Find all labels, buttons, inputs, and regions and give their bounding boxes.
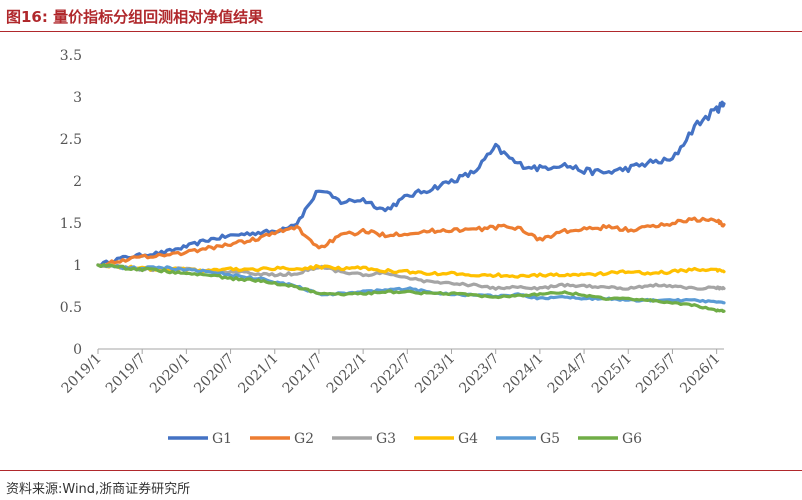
x-tick-label: 2025/7	[633, 351, 679, 397]
x-tick-label: 2024/7	[545, 351, 591, 397]
x-tick-label: 2021/7	[280, 351, 326, 397]
x-tick-label: 2022/7	[368, 351, 414, 397]
chart-legend: G1 G2 G3 G4 G5 G6	[168, 431, 642, 447]
x-tick-label: 2022/1	[324, 351, 370, 397]
x-tick-label: 2023/7	[456, 351, 502, 397]
legend-label-g5: G5	[540, 431, 560, 447]
legend-label-g1: G1	[212, 431, 232, 447]
x-tick-label: 2023/1	[412, 351, 458, 397]
chart-axes: 00.511.522.533.52019/12019/72020/12020/7…	[59, 48, 724, 397]
y-tick-label: 3.5	[60, 48, 82, 64]
x-tick-label: 2024/1	[501, 351, 547, 397]
title-divider	[0, 31, 802, 32]
series-line-g1	[96, 100, 726, 267]
series-line-g2	[96, 216, 726, 268]
x-tick-label: 2025/1	[589, 351, 635, 397]
net-value-line-chart: 00.511.522.533.52019/12019/72020/12020/7…	[59, 48, 726, 447]
y-tick-label: 2.5	[60, 132, 82, 148]
y-tick-label: 0.5	[60, 300, 82, 316]
y-tick-label: 1.5	[60, 216, 82, 232]
source-note: 资料来源:Wind,浙商证券研究所	[6, 482, 191, 497]
y-tick-label: 0	[73, 342, 82, 358]
x-tick-label: 2026/1	[677, 351, 723, 397]
legend-label-g2: G2	[294, 431, 314, 447]
x-tick-label: 2020/7	[191, 351, 237, 397]
x-tick-label: 2021/1	[235, 351, 281, 397]
legend-label-g6: G6	[622, 431, 642, 447]
y-tick-label: 2	[73, 174, 82, 190]
figure-title: 图16: 量价指标分组回测相对净值结果	[6, 8, 264, 26]
y-tick-label: 1	[73, 258, 82, 274]
y-tick-label: 3	[73, 90, 82, 106]
series-line-g6	[96, 263, 726, 313]
legend-label-g4: G4	[458, 431, 478, 447]
footer-divider	[0, 470, 802, 471]
legend-label-g3: G3	[376, 431, 396, 447]
chart-series	[96, 100, 726, 313]
x-tick-label: 2019/7	[103, 351, 149, 397]
x-tick-label: 2020/1	[147, 351, 193, 397]
